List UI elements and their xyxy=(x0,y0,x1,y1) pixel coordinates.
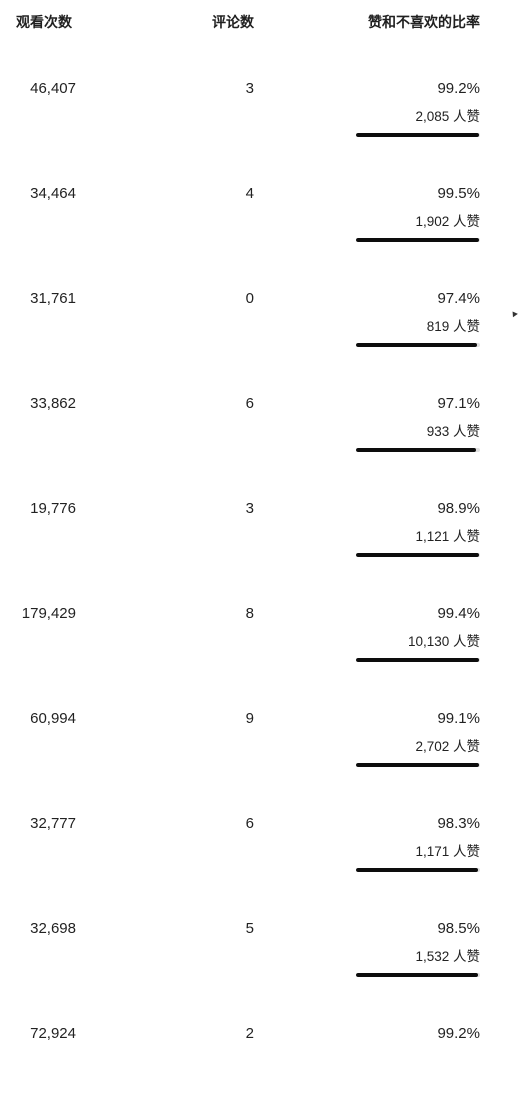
like-ratio-bar-fill xyxy=(356,868,478,872)
like-ratio-percent: 99.1% xyxy=(437,710,480,727)
views-count: 32,698 xyxy=(30,920,76,937)
like-ratio-bar xyxy=(356,763,480,767)
like-ratio-percent: 99.2% xyxy=(437,80,480,97)
likes-count: 1,171 人赞 xyxy=(415,844,480,859)
like-ratio-bar xyxy=(356,238,480,242)
views-count: 46,407 xyxy=(30,80,76,97)
likes-count: 933 人赞 xyxy=(426,424,480,439)
like-ratio-bar-fill xyxy=(356,763,479,767)
views-count: 179,429 xyxy=(21,605,76,622)
likes-count: 2,085 人赞 xyxy=(415,109,480,124)
like-ratio-percent: 98.3% xyxy=(437,815,480,832)
like-ratio-bar xyxy=(356,133,480,137)
likes-count: 10,130 人赞 xyxy=(407,634,480,649)
like-ratio-bar xyxy=(356,868,480,872)
analytics-table-body: 46,407 3 99.2% 2,085 人赞 34,464 4 99.5% 1,902 人赞… xyxy=(0,70,520,1120)
table-row[interactable]: 19,776 3 98.9% 1,121 人赞 xyxy=(0,490,520,595)
comments-count: 2 xyxy=(245,1025,254,1042)
like-ratio-bar xyxy=(356,553,480,557)
like-ratio-bar-fill xyxy=(356,238,480,242)
like-ratio-percent: 98.9% xyxy=(437,500,480,517)
likes-count: 819 人赞 xyxy=(426,319,480,334)
column-header-comments[interactable]: 评论数 xyxy=(212,14,254,30)
table-row[interactable]: 32,777 6 98.3% 1,171 人赞 xyxy=(0,805,520,910)
comments-count: 4 xyxy=(245,185,254,202)
like-ratio-bar-fill xyxy=(356,343,477,347)
comments-count: 9 xyxy=(245,710,254,727)
like-ratio-bar xyxy=(356,658,480,662)
table-row[interactable]: 46,407 3 99.2% 2,085 人赞 xyxy=(0,70,520,175)
views-count: 72,924 xyxy=(30,1025,76,1042)
column-header-like-ratio[interactable]: 赞和不喜欢的比率 xyxy=(368,14,480,30)
like-ratio-bar xyxy=(356,448,480,452)
like-ratio-bar-fill xyxy=(356,448,477,452)
like-ratio-bar xyxy=(356,973,480,977)
like-ratio-bar xyxy=(356,343,480,347)
table-row[interactable]: 33,862 6 97.1% 933 人赞 xyxy=(0,385,520,490)
table-row[interactable]: 72,924 2 99.2% xyxy=(0,1015,520,1120)
table-row[interactable]: 60,994 9 99.1% 2,702 人赞 xyxy=(0,700,520,805)
table-header: 观看次数 评论数 赞和不喜欢的比率 xyxy=(0,0,520,44)
views-count: 34,464 xyxy=(30,185,76,202)
comments-count: 5 xyxy=(245,920,254,937)
views-count: 19,776 xyxy=(30,500,76,517)
table-row[interactable]: 179,429 8 99.4% 10,130 人赞 xyxy=(0,595,520,700)
like-ratio-percent: 98.5% xyxy=(437,920,480,937)
likes-count: 1,121 人赞 xyxy=(415,529,480,544)
comments-count: 3 xyxy=(245,500,254,517)
views-count: 60,994 xyxy=(30,710,76,727)
comments-count: 6 xyxy=(245,815,254,832)
comments-count: 6 xyxy=(245,395,254,412)
like-ratio-percent: 99.4% xyxy=(437,605,480,622)
views-count: 32,777 xyxy=(30,815,76,832)
table-row[interactable]: 31,761 0 97.4% 819 人赞 xyxy=(0,280,520,385)
like-ratio-bar-fill xyxy=(356,553,479,557)
column-header-views[interactable]: 观看次数 xyxy=(16,14,72,30)
table-row[interactable]: 32,698 5 98.5% 1,532 人赞 xyxy=(0,910,520,1015)
like-ratio-bar-fill xyxy=(356,658,480,662)
likes-count: 2,702 人赞 xyxy=(415,739,480,754)
like-ratio-percent: 99.2% xyxy=(437,1025,480,1042)
like-ratio-bar-fill xyxy=(356,973,479,977)
like-ratio-percent: 97.4% xyxy=(437,290,480,307)
like-ratio-bar-fill xyxy=(356,133,479,137)
comments-count: 3 xyxy=(245,80,254,97)
comments-count: 0 xyxy=(245,290,254,307)
likes-count: 1,902 人赞 xyxy=(415,214,480,229)
views-count: 31,761 xyxy=(30,290,76,307)
views-count: 33,862 xyxy=(30,395,76,412)
table-row[interactable]: 34,464 4 99.5% 1,902 人赞 xyxy=(0,175,520,280)
like-ratio-percent: 99.5% xyxy=(437,185,480,202)
like-ratio-percent: 97.1% xyxy=(437,395,480,412)
comments-count: 8 xyxy=(245,605,254,622)
likes-count: 1,532 人赞 xyxy=(415,949,480,964)
